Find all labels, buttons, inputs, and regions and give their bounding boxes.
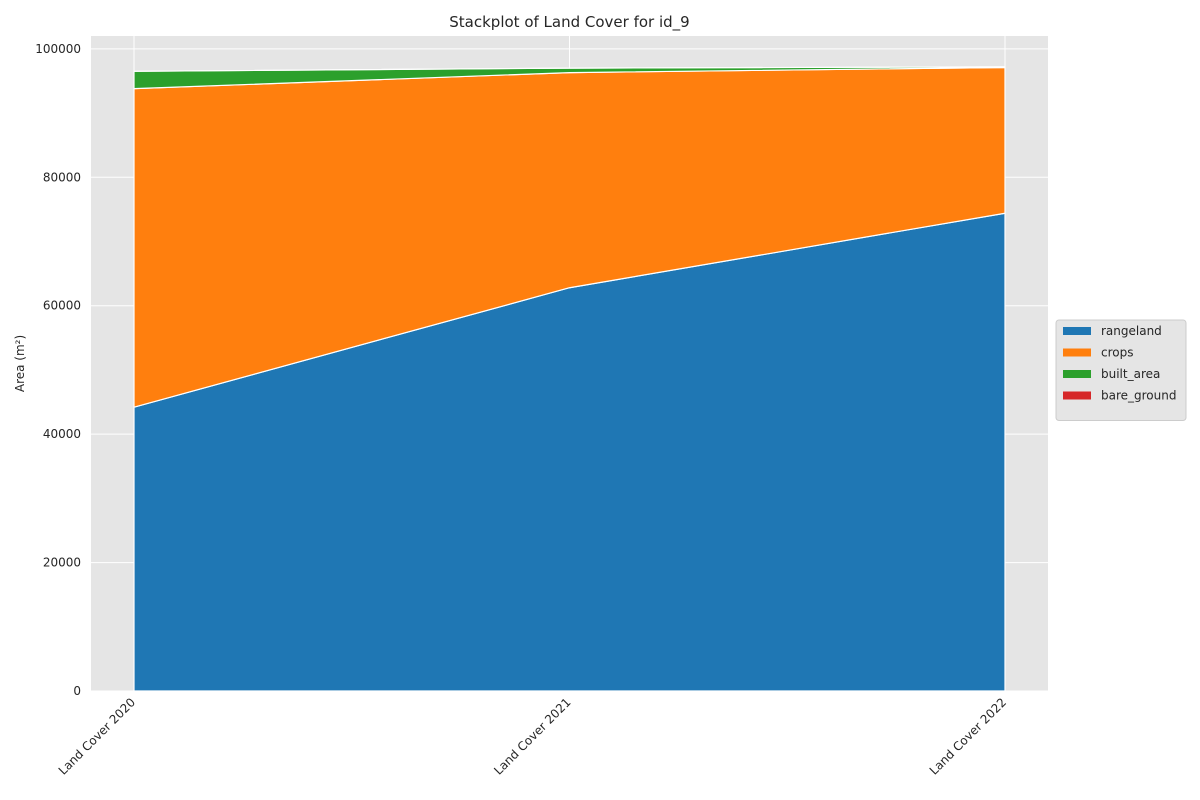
legend-swatch: [1063, 348, 1091, 357]
y-tick-label: 60000: [43, 299, 81, 313]
y-tick-label: 80000: [43, 170, 81, 184]
legend-swatch: [1063, 391, 1091, 400]
area-bare-ground: [133, 66, 1006, 72]
legend-label: crops: [1101, 346, 1133, 360]
y-tick-label: 0: [73, 684, 81, 698]
y-axis-label: Area (m²): [13, 335, 27, 392]
y-axis-ticks: 0 20000 40000 60000 80000 100000: [35, 42, 81, 698]
chart-title: Stackplot of Land Cover for id_9: [449, 13, 689, 32]
legend-swatch: [1063, 370, 1091, 378]
y-tick-label: 20000: [43, 556, 81, 570]
x-tick-label: Land Cover 2021: [491, 695, 573, 777]
legend: rangeland crops built_area bare_ground: [1055, 319, 1187, 421]
y-tick-label: 100000: [35, 42, 81, 56]
x-axis-ticks: Land Cover 2020 Land Cover 2021 Land Cover…: [56, 695, 1009, 777]
stacked-areas: [133, 66, 1006, 692]
legend-label: rangeland: [1101, 324, 1162, 338]
x-tick-label: Land Cover 2020: [56, 695, 138, 777]
legend-label: bare_ground: [1101, 389, 1176, 403]
x-tick-label: Land Cover 2022: [927, 695, 1009, 777]
y-tick-label: 40000: [43, 427, 81, 441]
legend-label: built_area: [1101, 367, 1160, 381]
legend-swatch: [1063, 327, 1091, 335]
